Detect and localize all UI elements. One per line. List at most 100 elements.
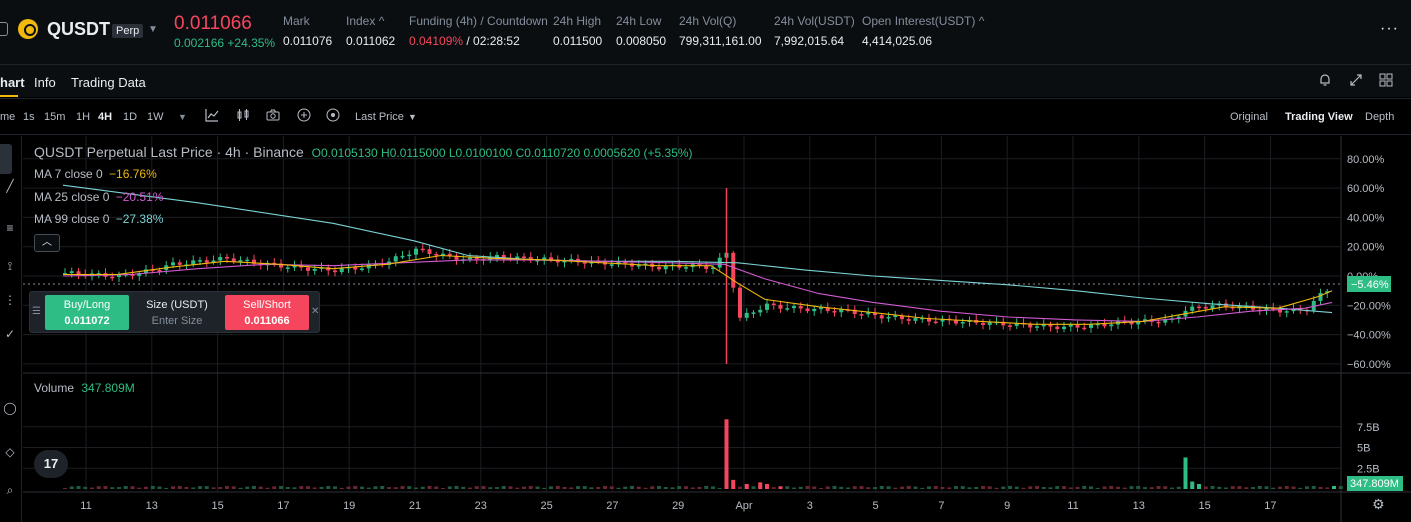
bell-icon[interactable]: [1318, 73, 1332, 90]
volume-bar: [542, 487, 547, 489]
price-tick-label: −40.00%: [1347, 330, 1391, 342]
size-input[interactable]: Size (USDT) Enter Size: [130, 295, 224, 330]
timeframe-4H[interactable]: 4H: [98, 111, 113, 123]
timeframe-1D[interactable]: 1D: [123, 111, 138, 123]
brush-tool-icon[interactable]: ✓: [4, 327, 16, 341]
stat-label: Open Interest(USDT) ^: [862, 14, 985, 28]
buy-long-button[interactable]: Buy/Long 0.011072: [45, 295, 129, 330]
candle-body: [852, 309, 857, 315]
indicator-icon[interactable]: [205, 108, 219, 125]
add-indicator-icon[interactable]: [297, 108, 311, 125]
volume-bar: [819, 487, 823, 489]
symbol-name[interactable]: QUSDT: [47, 19, 110, 39]
collapse-legend-button[interactable]: ︿: [34, 234, 60, 252]
fullscreen-icon[interactable]: [1349, 73, 1363, 90]
view-trading-view[interactable]: Trading View: [1285, 111, 1353, 123]
timeframe-1W[interactable]: 1W: [147, 111, 164, 123]
candle-body: [886, 316, 891, 319]
ma25-legend[interactable]: MA 25 close 0 −20.51%: [34, 190, 163, 204]
candle-body: [1055, 326, 1060, 330]
current-price-label: −5.46%: [1351, 279, 1389, 291]
volume-bar: [117, 487, 121, 489]
candle-body: [285, 267, 290, 269]
candle-body: [900, 315, 904, 320]
candle-body: [1062, 326, 1066, 330]
stat-7: Open Interest(USDT) ^ 4,414,025.06: [862, 14, 984, 48]
ma7-label: MA 7 close 0: [34, 167, 103, 181]
close-icon[interactable]: ✕: [311, 306, 320, 317]
volume-bar: [184, 486, 189, 489]
volume-bar: [1035, 485, 1039, 489]
volume-bar: [1251, 487, 1255, 489]
volume-bar: [1055, 486, 1060, 489]
candle-body: [940, 318, 945, 322]
volume-bar: [785, 486, 790, 489]
timeframe-1H[interactable]: 1H: [76, 111, 91, 123]
volume-bar: [900, 486, 904, 489]
projection-tool-icon[interactable]: ⋮: [4, 293, 16, 307]
candle-body: [704, 265, 709, 269]
sidebar-toggle-icon[interactable]: [0, 22, 8, 36]
candle-body: [1048, 323, 1053, 327]
layout-grid-icon[interactable]: [1379, 73, 1393, 90]
price-type-dropdown-icon[interactable]: ▼: [408, 112, 417, 122]
volume-bar: [1190, 481, 1195, 489]
tab-chart[interactable]: hart: [0, 75, 25, 90]
sell-short-button[interactable]: Sell/Short 0.011066: [225, 295, 309, 330]
tab-trading-data[interactable]: Trading Data: [71, 75, 146, 90]
timeframe-1s[interactable]: 1s: [23, 111, 35, 123]
view-depth[interactable]: Depth: [1365, 111, 1395, 123]
stat-4: 24h Low 0.008050: [616, 14, 666, 48]
volume-bar: [832, 485, 837, 489]
stat-label: Mark: [283, 14, 310, 28]
pattern-tool-icon[interactable]: ⟟: [7, 259, 13, 273]
candle-body: [569, 258, 574, 261]
volume-bar: [123, 486, 128, 489]
camera-icon[interactable]: [266, 108, 280, 125]
volume-bar: [576, 486, 580, 489]
view-original[interactable]: Original: [1230, 111, 1268, 123]
price-type-select[interactable]: Last Price: [355, 111, 404, 123]
candle-body: [144, 269, 148, 274]
ma7-legend[interactable]: MA 7 close 0 −16.76%: [34, 167, 157, 181]
candle-type-icon[interactable]: [236, 108, 250, 125]
volume-bar: [947, 487, 952, 489]
ma99-legend[interactable]: MA 99 close 0 −27.38%: [34, 212, 163, 226]
volume-bar: [69, 486, 74, 489]
volume-bar: [657, 485, 661, 489]
volume-bar: [812, 486, 817, 489]
more-menu-icon[interactable]: ···: [1380, 20, 1399, 37]
ruler-tool-icon[interactable]: ◇: [5, 445, 15, 459]
volume-bar: [1156, 486, 1161, 489]
volume-bar: [933, 485, 938, 489]
buy-price: 0.011072: [64, 315, 110, 327]
volume-bar: [981, 485, 985, 489]
volume-bar: [913, 486, 918, 489]
x-tick-label: 11: [80, 500, 91, 512]
measure-tool-icon[interactable]: ◯: [3, 401, 17, 415]
trend-line-icon[interactable]: ╱: [6, 179, 14, 193]
candle-body: [1325, 291, 1330, 294]
crosshair-tool[interactable]: [0, 144, 12, 174]
candle-body: [339, 268, 344, 273]
settings-circle-icon[interactable]: [326, 108, 340, 125]
interval-dropdown-icon[interactable]: ▼: [178, 112, 187, 122]
drag-handle-icon[interactable]: ☰: [32, 306, 41, 317]
price-change: 0.002166 +24.35%: [174, 36, 276, 50]
zoom-tool-icon[interactable]: ⌕: [6, 483, 14, 497]
volume-bar: [839, 486, 844, 489]
timeframe-15m[interactable]: 15m: [44, 111, 66, 123]
candle-body: [1311, 300, 1316, 311]
last-price: 0.011066: [174, 13, 252, 34]
symbol-dropdown-icon[interactable]: ▼: [148, 24, 158, 35]
candle-body: [778, 304, 783, 309]
ma99-value: −27.38%: [115, 212, 164, 226]
candle-body: [76, 271, 81, 275]
volume-bar: [414, 487, 418, 489]
volume-bar: [960, 486, 965, 489]
candle-body: [549, 257, 553, 260]
tab-info[interactable]: Info: [34, 75, 56, 90]
x-tick-label: 27: [606, 500, 618, 512]
chart-settings-gear-icon[interactable]: ⚙: [1372, 496, 1385, 512]
fib-tool-icon[interactable]: ≡: [6, 221, 14, 235]
